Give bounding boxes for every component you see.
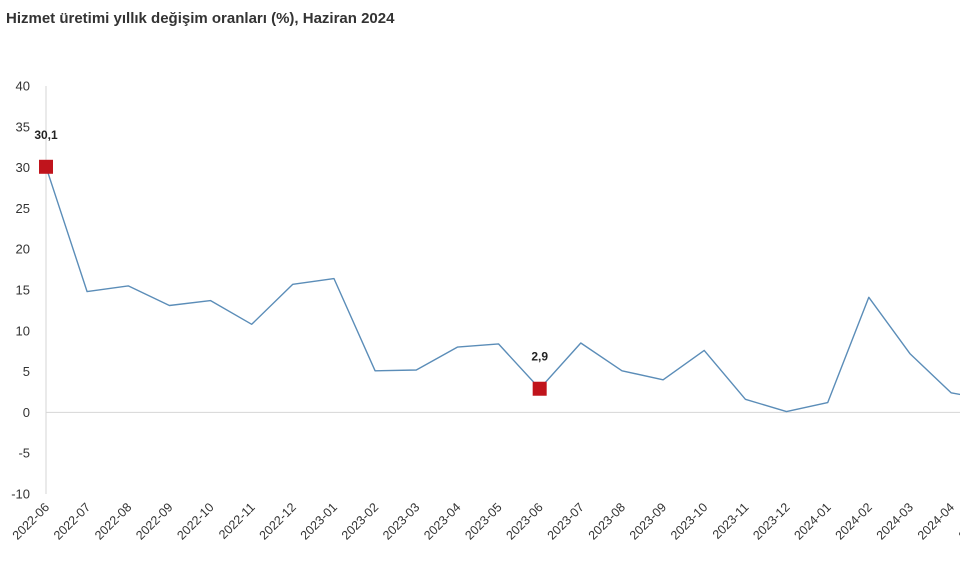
y-tick-label: 20: [16, 242, 30, 257]
x-tick-label: 2023-11: [710, 500, 752, 542]
y-axis: 40 35 30 25 20 15 10 5 0 -5 -10: [11, 79, 960, 502]
chart-title: Hizmet üretimi yıllık değişim oranları (…: [6, 10, 395, 27]
marker-layer: 30,1 2,9: [34, 128, 548, 396]
x-tick-label: 2022-06: [10, 500, 52, 542]
y-tick-label: 40: [16, 79, 30, 94]
x-tick-label: 2024-02: [833, 500, 875, 542]
y-tick-label: 5: [23, 364, 30, 379]
x-tick-label: 2024-03: [874, 500, 916, 542]
x-tick-label: 2023-02: [339, 500, 381, 542]
y-tick-label: 25: [16, 201, 30, 216]
y-tick-label: 0: [23, 405, 30, 420]
data-point-marker: [39, 159, 53, 174]
x-tick-label: 2022-08: [92, 500, 134, 542]
x-tick-label: 2023-04: [421, 500, 463, 542]
series-layer: [45, 166, 960, 413]
x-tick-label: 2023-12: [750, 500, 792, 542]
x-tick-label: 2023-08: [586, 500, 628, 542]
y-tick-label: 10: [16, 323, 30, 338]
y-tick-label: -5: [18, 446, 30, 461]
y-tick-label: 35: [16, 119, 30, 134]
x-tick-label: 2023-06: [503, 500, 545, 542]
x-tick-label: 2022-12: [257, 500, 299, 542]
x-tick-label: 2023-10: [668, 500, 710, 542]
y-tick-label: 15: [16, 283, 30, 298]
x-tick-label: 2023-09: [627, 500, 669, 542]
x-tick-label: 2024-01: [791, 500, 833, 542]
series-line: [45, 166, 960, 413]
y-tick-label: -10: [11, 487, 30, 502]
x-tick-label: 2024-05: [956, 500, 960, 542]
x-tick-label: 2023-01: [298, 500, 340, 542]
data-label: 2,9: [531, 350, 548, 364]
x-tick-label: 2023-05: [462, 500, 504, 542]
data-point-marker: [532, 381, 547, 396]
x-tick-label: 2022-09: [133, 500, 175, 542]
x-tick-label: 2022-11: [216, 500, 258, 542]
x-tick-label: 2024-04: [915, 500, 957, 542]
y-tick-label: 30: [16, 160, 30, 175]
x-tick-label: 2023-03: [380, 500, 422, 542]
x-tick-label: 2022-07: [51, 500, 93, 542]
x-tick-label: 2022-10: [174, 500, 216, 542]
data-label: 30,1: [34, 128, 58, 142]
x-tick-label: 2023-07: [545, 500, 587, 542]
